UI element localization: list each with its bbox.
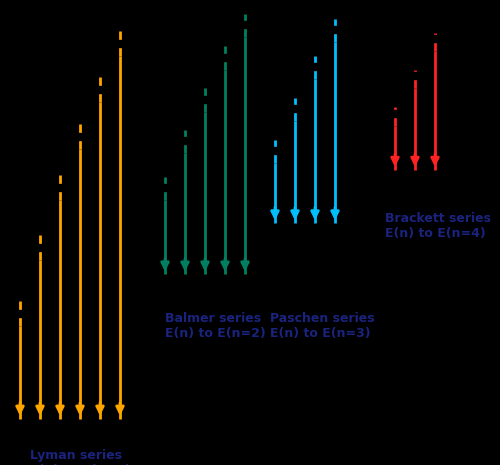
Text: Brackett series
E(n) to E(n=4): Brackett series E(n) to E(n=4) xyxy=(385,212,491,239)
Text: Lyman series
E(n) to E(n=1): Lyman series E(n) to E(n=1) xyxy=(30,449,131,465)
Text: Balmer series
E(n) to E(n=2): Balmer series E(n) to E(n=2) xyxy=(165,312,266,339)
Text: Paschen series
E(n) to E(n=3): Paschen series E(n) to E(n=3) xyxy=(270,312,374,339)
